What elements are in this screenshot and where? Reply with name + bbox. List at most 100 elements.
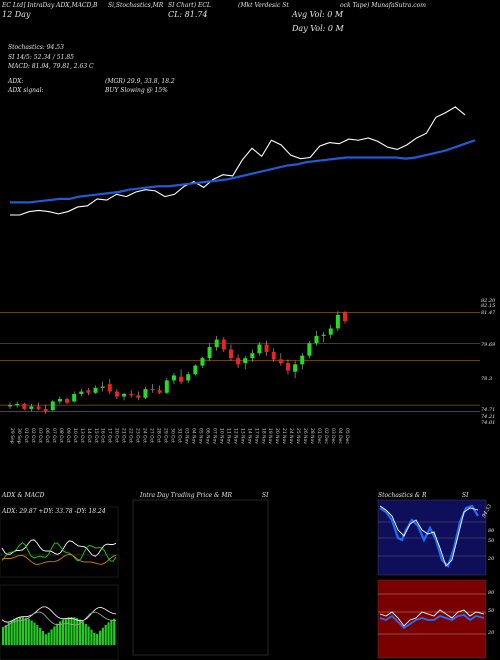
x-axis-label: 20 Oct [114, 428, 120, 443]
x-axis-label: 19 Nov [267, 428, 273, 444]
stoch-k-line [379, 504, 479, 569]
macd-bar [4, 625, 8, 645]
candle-body [236, 358, 241, 365]
x-axis-label: 05 Dec [344, 428, 350, 444]
x-axis-label: 13 Oct [79, 428, 85, 443]
candle-body [50, 401, 55, 411]
candle-body [36, 406, 41, 409]
candle-body [43, 408, 48, 412]
minus-di-line [1, 553, 117, 565]
adx-dmi-lines [0, 539, 118, 565]
x-axis-label: 01 Oct [23, 428, 29, 443]
candle-body [228, 349, 233, 359]
macd-bar [110, 620, 113, 645]
macd-line [1, 606, 117, 623]
macd-bar [2, 627, 5, 645]
candle-body [250, 353, 255, 359]
macd-bar [81, 621, 84, 645]
price-label: 82.20 [481, 298, 496, 304]
x-axis-label: 04 Nov [190, 428, 196, 444]
macd-bar [44, 634, 47, 645]
macd-bar [7, 622, 10, 645]
x-axis-label: 14 Oct [86, 428, 92, 443]
close-label: CL: 81.74 [168, 10, 208, 19]
candle-body [65, 398, 70, 403]
macd-bar [47, 632, 50, 645]
candle-body [285, 363, 290, 371]
adx-panel-readout: ADX: 29.87 +DY: 33.78 -DY: 18.24 [2, 508, 106, 515]
intraday-panel-title: Intra Day Trading Price & MR [140, 492, 233, 499]
x-axis-label: 17 Oct [107, 428, 113, 443]
plus-di-line [1, 542, 117, 562]
macd-bar [21, 617, 25, 645]
macd-bar [59, 621, 62, 645]
macd-bar [70, 617, 73, 645]
macd-bar [101, 627, 104, 645]
price-label: 78.3 [481, 376, 493, 382]
price-label: 74.71 [481, 407, 496, 413]
macd-bar [16, 617, 19, 645]
candle-body [171, 375, 176, 381]
x-axis-label: 09 Oct [65, 428, 71, 443]
candle-body [129, 394, 134, 396]
x-axis-label: 02 Dec [323, 428, 329, 444]
macd-bar [96, 633, 99, 645]
macd-bar [98, 630, 102, 645]
candle-body [15, 403, 20, 406]
price-label: 74.01 [481, 420, 496, 426]
x-axis-label: 25 Nov [295, 428, 301, 444]
x-axis-label: 29 Sep [9, 428, 15, 444]
candle-body [214, 339, 219, 348]
stoch-tick: 20 [488, 556, 495, 562]
x-axis-label: 13 Nov [239, 428, 245, 444]
x-axis-label: 02 Oct [30, 428, 36, 443]
macd-bar [39, 627, 42, 645]
x-axis-label: 07 Oct [51, 428, 57, 443]
si-readout: SI 14/5: 52.34 / 51.85 [8, 54, 74, 61]
x-axis-label: 29 Oct [163, 428, 169, 443]
day-vol: Day Vol: 0 M [292, 24, 344, 33]
candle-body [79, 391, 84, 395]
candle-body [72, 394, 77, 402]
candle-body [114, 391, 119, 397]
candle-body [57, 398, 62, 402]
adx-panel-title: ADX & MACD [2, 492, 45, 499]
signal-line [1, 611, 117, 629]
candle-body [207, 347, 212, 359]
macd-bar [61, 619, 65, 645]
macd-bar [10, 620, 13, 645]
candle-body [107, 384, 112, 392]
candle-body [193, 365, 198, 375]
candle-body [314, 335, 319, 344]
x-axis-label: 03 Nov [183, 428, 189, 444]
candle-body [100, 386, 105, 388]
x-axis-label: 28 Oct [156, 428, 162, 443]
adx-values: (MGR) 29.9, 33.8, 18.2 [105, 78, 175, 85]
buy-signal: BUY Slowing @ 15% [105, 87, 168, 94]
macd-bar [104, 624, 107, 645]
x-axis-label: 16 Oct [100, 428, 106, 443]
macd-bar [113, 618, 116, 645]
x-axis-label: 17 Nov [253, 428, 259, 444]
x-axis-label: 21 Nov [281, 428, 287, 444]
candle-body [221, 339, 226, 350]
macd-readout: MACD: 81.94, 79.81, 2.63 C [8, 63, 94, 70]
candle-body [264, 344, 269, 352]
stoch-tick: 50 [488, 538, 495, 544]
x-axis-label: 07 Nov [211, 428, 217, 444]
macd-bar [90, 629, 93, 645]
candle-body [150, 389, 155, 391]
price-line [10, 106, 466, 216]
x-axis-label: 14 Nov [246, 428, 252, 444]
candle-body [22, 403, 27, 409]
candle-body [243, 358, 248, 364]
macd-bar [30, 620, 33, 645]
candle-body [300, 355, 305, 365]
stoch-tick: 80 [488, 528, 495, 534]
macd-histogram [1, 606, 117, 645]
macd-bar [76, 618, 79, 645]
macd-bar [93, 632, 96, 645]
period-label: 12 Day [2, 10, 31, 19]
x-axis-label: 21 Oct [121, 428, 127, 443]
price-label: 79.69 [481, 342, 496, 348]
